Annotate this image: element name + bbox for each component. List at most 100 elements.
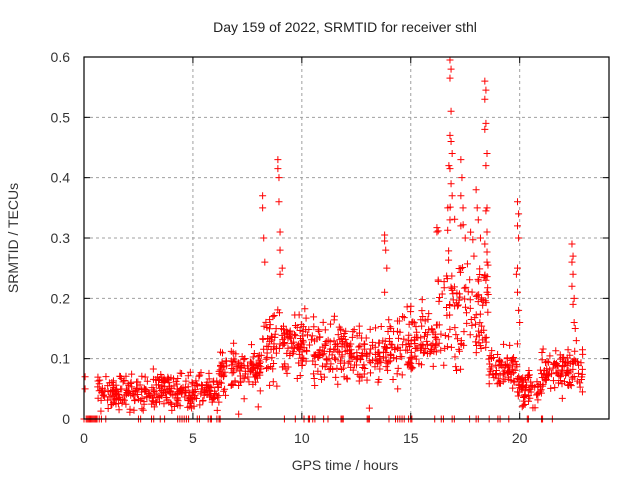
data-point (349, 366, 357, 374)
data-point (348, 333, 356, 341)
data-point (483, 288, 491, 296)
data-point (446, 56, 454, 64)
data-point (263, 324, 271, 332)
data-point (245, 378, 253, 386)
data-point (551, 384, 559, 392)
data-point (163, 396, 171, 404)
data-point (510, 377, 518, 385)
data-point (419, 342, 427, 350)
data-point (396, 346, 404, 354)
y-tick-label: 0.1 (51, 351, 71, 367)
data-point (433, 335, 441, 343)
data-point (414, 334, 422, 342)
data-point (154, 393, 162, 401)
data-point (275, 174, 283, 182)
data-point (394, 364, 402, 372)
data-point (227, 382, 235, 390)
y-tick-label: 0.2 (51, 290, 71, 306)
data-point (538, 356, 546, 364)
data-point (568, 282, 576, 290)
y-tick-label: 0.5 (51, 109, 71, 125)
data-point (448, 150, 456, 158)
data-point (283, 369, 291, 377)
data-point (466, 304, 474, 312)
data-point (289, 350, 297, 358)
data-point (355, 377, 363, 385)
data-point (549, 364, 557, 372)
data-point (101, 386, 109, 394)
data-point (409, 318, 417, 326)
chart-title: Day 159 of 2022, SRMTID for receiver sth… (213, 19, 477, 35)
data-point (312, 351, 320, 359)
data-point (95, 387, 103, 395)
data-point (335, 323, 343, 331)
data-point (375, 376, 383, 384)
data-point (500, 340, 508, 348)
data-point (504, 373, 512, 381)
x-tick-label: 20 (512, 430, 528, 446)
data-point (460, 328, 468, 336)
data-point (94, 394, 102, 402)
data-point (514, 222, 522, 230)
data-point (445, 247, 453, 255)
data-point (296, 326, 304, 334)
data-point (248, 360, 256, 368)
data-point (295, 350, 303, 358)
data-point (141, 373, 149, 381)
data-point (232, 350, 240, 358)
data-point (115, 406, 123, 414)
data-point (411, 352, 419, 360)
data-point (186, 368, 194, 376)
data-point (376, 365, 384, 373)
data-point (396, 353, 404, 361)
data-point (184, 397, 192, 405)
y-tick-labels: 0 0.1 0.2 0.3 0.4 0.5 0.6 (51, 49, 71, 427)
data-point (102, 373, 110, 381)
data-point (334, 331, 342, 339)
data-point (256, 387, 264, 395)
data-point (543, 357, 551, 365)
x-tick-labels: 0 5 10 15 20 (80, 430, 528, 446)
data-point (474, 216, 482, 224)
data-point (116, 396, 124, 404)
data-point (149, 365, 157, 373)
y-tick-label: 0.3 (51, 230, 71, 246)
data-point (274, 156, 282, 164)
data-point (553, 361, 561, 369)
data-point (188, 404, 196, 412)
data-point (472, 338, 480, 346)
data-point (270, 345, 278, 353)
data-point (241, 374, 249, 382)
data-point (558, 380, 566, 388)
data-point (569, 270, 577, 278)
data-point (207, 383, 215, 391)
data-point (221, 385, 229, 393)
data-point (346, 357, 354, 365)
data-point (172, 377, 180, 385)
data-point (556, 376, 564, 384)
data-point (492, 367, 500, 375)
data-point (429, 362, 437, 370)
data-point (496, 371, 504, 379)
data-point (447, 343, 455, 351)
data-point (334, 380, 342, 388)
data-point (320, 350, 328, 358)
data-point (240, 356, 248, 364)
data-point (546, 352, 554, 360)
data-point (481, 125, 489, 133)
data-point (515, 381, 523, 389)
data-point (570, 318, 578, 326)
data-point (446, 301, 454, 309)
data-point (405, 358, 413, 366)
data-point (571, 325, 579, 332)
data-point (353, 332, 361, 340)
data-point (569, 300, 577, 308)
data-point (114, 400, 122, 408)
data-point (568, 240, 576, 248)
data-point (410, 319, 418, 327)
data-point (372, 324, 380, 332)
data-point (133, 378, 141, 386)
data-point (206, 393, 214, 401)
data-point (578, 346, 586, 354)
y-tick-label: 0.4 (51, 170, 71, 186)
